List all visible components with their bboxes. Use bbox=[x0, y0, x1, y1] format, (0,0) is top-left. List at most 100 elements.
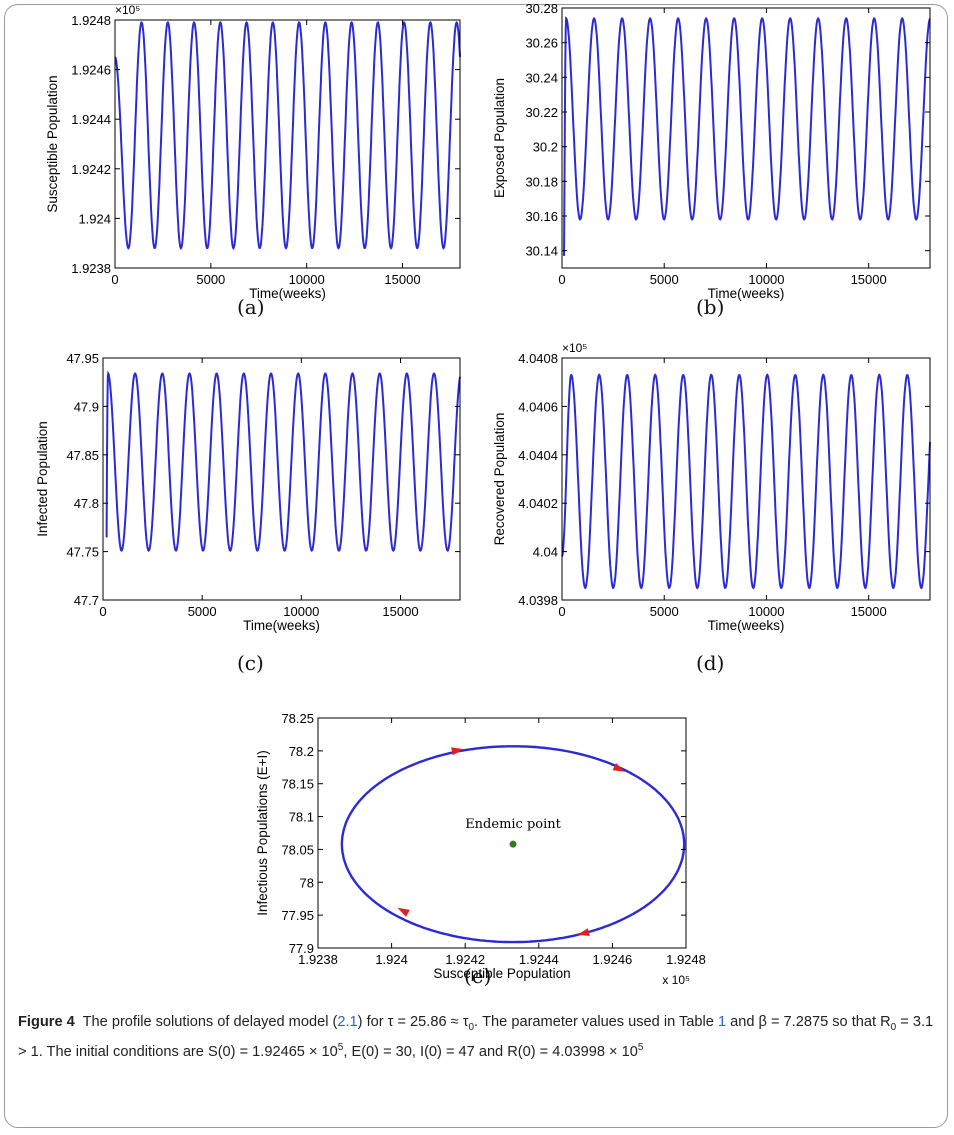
y-tick-label-d-4: 4.0406 bbox=[518, 399, 558, 414]
y-tick-label-e-4: 78.1 bbox=[289, 810, 314, 825]
caption-tau-sub: 0 bbox=[468, 1021, 475, 1033]
series-line-a bbox=[114, 21, 461, 250]
panel-label-b: (b) bbox=[696, 295, 725, 319]
x-tick-label-c-1: 5000 bbox=[188, 604, 217, 619]
y-tick-label-a-2: 1.9242 bbox=[71, 162, 111, 177]
x-axis-label-b: Time(weeks) bbox=[708, 286, 785, 301]
y-tick-label-a-3: 1.9244 bbox=[71, 112, 111, 127]
y-tick-label-e-3: 78.05 bbox=[281, 842, 314, 857]
y-axis-label-d: Recovered Population bbox=[492, 413, 507, 546]
y-tick-label-e-5: 78.15 bbox=[281, 777, 314, 792]
x-axis-label-a: Time(weeks) bbox=[249, 286, 326, 301]
exponent-label-e: x 10⁵ bbox=[662, 973, 690, 987]
y-tick-label-c-5: 47.95 bbox=[66, 351, 99, 366]
x-tick-label-d-3: 15000 bbox=[851, 604, 887, 619]
x-tick-label-b-2: 10000 bbox=[748, 272, 784, 287]
x-tick-label-e-1: 1.924 bbox=[375, 952, 408, 967]
y-tick-label-b-7: 30.28 bbox=[525, 1, 558, 16]
caption-text-2: ) for τ = 25.86 ≈ τ bbox=[357, 1014, 469, 1030]
y-tick-label-e-2: 78 bbox=[300, 875, 314, 890]
limit-cycle-orbit bbox=[340, 745, 686, 944]
caption-text-5: = 3.1 > 1. The initial conditions are S(… bbox=[18, 1014, 934, 1060]
y-tick-label-d-5: 4.0408 bbox=[518, 351, 558, 366]
x-tick-label-a-0: 0 bbox=[111, 272, 118, 287]
x-tick-label-e-5: 1.9248 bbox=[666, 952, 706, 967]
y-tick-label-e-1: 77.95 bbox=[281, 908, 314, 923]
direction-arrow-4 bbox=[577, 928, 590, 936]
y-tick-label-a-1: 1.924 bbox=[78, 211, 111, 226]
y-tick-label-d-1: 4.04 bbox=[533, 545, 558, 560]
y-tick-label-b-2: 30.18 bbox=[525, 174, 558, 189]
y-tick-label-e-6: 78.2 bbox=[289, 744, 314, 759]
caption-ref-table[interactable]: 1 bbox=[717, 1014, 727, 1030]
y-tick-label-c-1: 47.75 bbox=[66, 545, 99, 560]
caption-text-3: . The parameter values used in Table bbox=[474, 1014, 718, 1030]
x-tick-label-d-1: 5000 bbox=[650, 604, 679, 619]
y-tick-label-e-0: 77.9 bbox=[289, 941, 314, 956]
x-tick-label-c-3: 15000 bbox=[382, 604, 418, 619]
series-line-b bbox=[563, 16, 931, 256]
x-tick-label-d-0: 0 bbox=[558, 604, 565, 619]
y-tick-label-c-0: 47.7 bbox=[74, 593, 99, 608]
caption-text-4: and β = 7.2875 so that R bbox=[726, 1014, 891, 1030]
x-tick-label-a-3: 15000 bbox=[384, 272, 420, 287]
y-tick-label-d-3: 4.0404 bbox=[518, 448, 558, 463]
y-tick-label-e-7: 78.25 bbox=[281, 711, 314, 726]
panel-label-c: (c) bbox=[237, 651, 264, 675]
exponent-label-d: ×10⁵ bbox=[562, 341, 587, 355]
direction-arrow-2 bbox=[612, 763, 626, 772]
panel-label-a: (a) bbox=[237, 295, 265, 319]
x-tick-label-e-3: 1.9244 bbox=[519, 952, 559, 967]
caption-r-sub: 0 bbox=[890, 1021, 897, 1033]
direction-arrow-3 bbox=[397, 907, 410, 917]
y-axis-label-c: Infected Population bbox=[35, 421, 50, 537]
endemic-point-label: Endemic point bbox=[465, 817, 561, 832]
caption-exp-1: 5 bbox=[337, 1041, 344, 1053]
x-tick-label-e-0: 1.9238 bbox=[298, 952, 338, 967]
figure-frame bbox=[4, 4, 948, 1128]
y-tick-label-c-3: 47.85 bbox=[66, 448, 99, 463]
y-axis-label-a: Susceptible Population bbox=[45, 75, 60, 212]
x-tick-label-b-1: 5000 bbox=[650, 272, 679, 287]
y-tick-label-a-0: 1.9238 bbox=[71, 261, 111, 276]
x-axis-label-e: Susceptible Population bbox=[433, 966, 570, 981]
x-tick-label-c-2: 10000 bbox=[283, 604, 319, 619]
figure-caption: Figure 4 The profile solutions of delaye… bbox=[18, 1012, 938, 1062]
exponent-label-a: ×10⁵ bbox=[115, 3, 140, 17]
figure-plots: 0 5000 10000 15000 1.9238 1.924 1.9242 1.9244 1.… bbox=[35, 1, 931, 987]
plot-area-a bbox=[114, 19, 461, 269]
x-tick-label-e-4: 1.9246 bbox=[593, 952, 633, 967]
endemic-point-marker bbox=[509, 840, 517, 848]
y-tick-label-b-1: 30.16 bbox=[525, 209, 558, 224]
direction-arrow-1 bbox=[451, 747, 464, 756]
y-tick-label-b-0: 30.14 bbox=[525, 244, 558, 259]
y-axis-label-b: Exposed Population bbox=[492, 78, 507, 198]
x-tick-label-c-0: 0 bbox=[99, 604, 106, 619]
y-tick-label-c-4: 47.9 bbox=[74, 399, 99, 414]
y-tick-label-b-4: 30.22 bbox=[525, 105, 558, 120]
plot-area-e bbox=[317, 717, 687, 949]
plot-area-d bbox=[561, 357, 931, 601]
caption-figure-label: Figure 4 bbox=[18, 1014, 75, 1030]
x-axis-label-c: Time(weeks) bbox=[243, 618, 320, 633]
y-tick-label-d-2: 4.0402 bbox=[518, 496, 558, 511]
plot-area-b bbox=[561, 7, 931, 269]
y-tick-label-b-5: 30.24 bbox=[525, 70, 558, 85]
x-tick-label-e-2: 1.9242 bbox=[445, 952, 485, 967]
panel-label-e: (e) bbox=[464, 964, 492, 988]
x-tick-label-b-0: 0 bbox=[558, 272, 565, 287]
x-tick-label-d-2: 10000 bbox=[748, 604, 784, 619]
series-line-d bbox=[561, 373, 931, 590]
y-tick-label-a-4: 1.9246 bbox=[71, 63, 111, 78]
x-tick-label-a-2: 10000 bbox=[289, 272, 325, 287]
y-tick-label-b-6: 30.26 bbox=[525, 36, 558, 51]
x-tick-label-b-3: 15000 bbox=[851, 272, 887, 287]
caption-ref-model[interactable]: 2.1 bbox=[337, 1014, 358, 1030]
caption-text-1: The profile solutions of delayed model ( bbox=[82, 1014, 338, 1030]
y-tick-label-b-3: 30.2 bbox=[533, 140, 558, 155]
y-tick-label-d-0: 4.0398 bbox=[518, 593, 558, 608]
x-tick-label-a-1: 5000 bbox=[196, 272, 225, 287]
caption-text-6: , E(0) = 30, I(0) = 47 and R(0) = 4.0399… bbox=[343, 1043, 638, 1060]
y-tick-label-a-5: 1.9248 bbox=[71, 13, 111, 28]
plot-area-c bbox=[102, 357, 461, 601]
